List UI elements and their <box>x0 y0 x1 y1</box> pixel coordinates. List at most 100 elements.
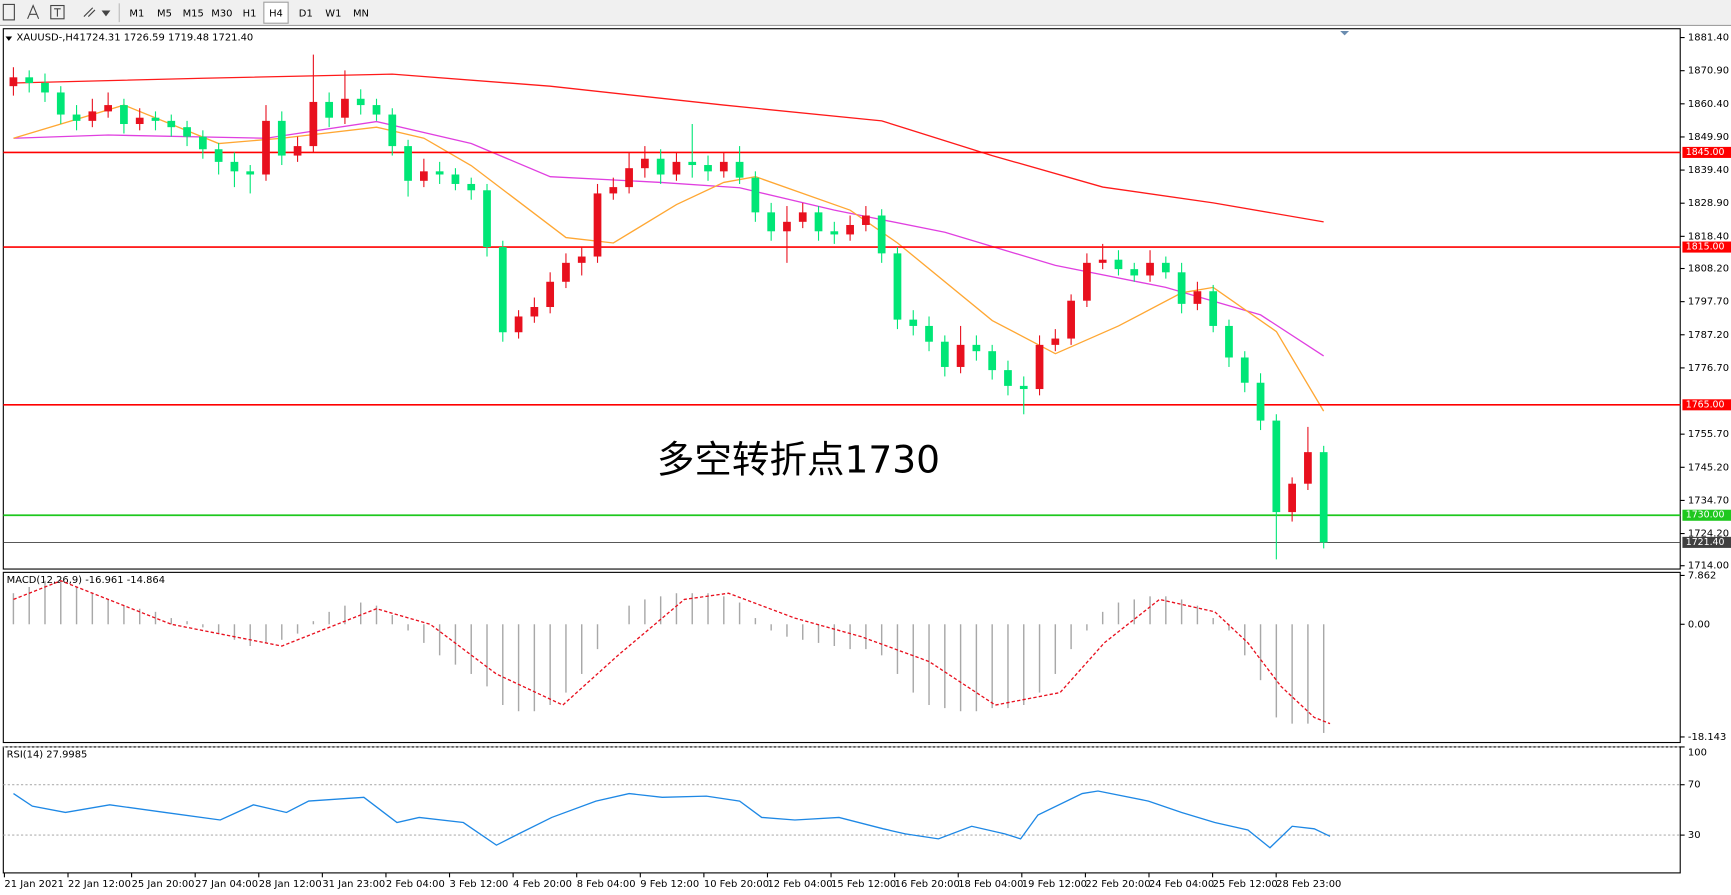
y-tick-label: 1797.70 <box>1688 297 1729 308</box>
candle-body <box>562 262 570 282</box>
main-panel-frame <box>2 28 1681 570</box>
candle-body <box>1083 262 1091 301</box>
candle-body <box>356 98 365 106</box>
candle-body <box>277 120 286 156</box>
price-level-label: 1730.00 <box>1686 510 1725 521</box>
y-tick-label: 1755.70 <box>1688 429 1729 440</box>
candle-body <box>9 77 18 87</box>
candle-body <box>498 247 507 333</box>
y-tick-label: 1870.90 <box>1688 66 1729 77</box>
timeframe-button[interactable]: M5 <box>157 8 172 19</box>
price-level-label: 1765.00 <box>1686 399 1725 410</box>
timeframe-button[interactable]: M1 <box>129 8 144 19</box>
candle-body <box>1019 385 1028 390</box>
candle-body <box>1161 262 1170 273</box>
candle-body <box>1130 269 1139 276</box>
y-tick-label: 1881.40 <box>1688 33 1729 44</box>
candle-body <box>530 307 539 317</box>
candle-body <box>120 105 128 125</box>
timeframe-button[interactable]: M30 <box>211 8 232 19</box>
x-tick-label: 25 Jan 20:00 <box>132 879 195 890</box>
candle-body <box>735 161 744 178</box>
price-level-label: 1845.00 <box>1686 147 1725 158</box>
candle-body <box>1146 262 1154 276</box>
x-tick-label: 22 Jan 12:00 <box>68 879 131 890</box>
candle-body <box>956 344 965 367</box>
candle-body <box>893 253 902 320</box>
text-tool[interactable] <box>27 4 40 19</box>
x-tick-label: 15 Feb 12:00 <box>831 879 896 890</box>
timeframe-button[interactable]: W1 <box>325 8 341 19</box>
x-tick-label: 27 Jan 04:00 <box>195 879 258 890</box>
candle-body <box>798 212 807 222</box>
timeframe-button[interactable]: D1 <box>299 8 313 19</box>
candle-body <box>972 344 981 352</box>
candle-body <box>135 117 144 125</box>
y-tick-label: 30 <box>1688 830 1701 841</box>
y-tick-label: 7.862 <box>1688 570 1716 581</box>
symbol-title: XAUUSD-,H4 <box>17 33 80 44</box>
macd-signal <box>13 580 1331 725</box>
candle-body <box>783 221 791 232</box>
y-tick-label: -18.143 <box>1688 732 1726 743</box>
candle-body <box>183 127 191 137</box>
timeframe-button[interactable]: H1 <box>243 8 257 19</box>
y-tick-label: 1818.40 <box>1688 231 1729 242</box>
timeframe-button[interactable]: MN <box>353 8 369 19</box>
candle-body <box>925 325 933 342</box>
crosshair-tool[interactable] <box>2 3 15 21</box>
y-tick-label: 1828.90 <box>1688 198 1729 209</box>
label-tool[interactable] <box>50 4 65 20</box>
candle-body <box>372 105 381 115</box>
x-tick-label: 12 Feb 04:00 <box>767 879 832 890</box>
rsi-panel-frame <box>2 746 1681 874</box>
candle-body <box>641 158 649 169</box>
y-tick-label: 1734.70 <box>1688 495 1729 506</box>
candle-body <box>704 165 712 172</box>
candle-body <box>341 98 349 118</box>
candle-body <box>1240 357 1249 383</box>
active-timeframe <box>263 1 289 24</box>
x-tick-label: 24 Feb 04:00 <box>1149 879 1214 890</box>
candle-body <box>688 161 697 166</box>
candle-body <box>1035 344 1044 390</box>
candle-body <box>388 114 397 147</box>
candle-body <box>625 168 633 188</box>
y-tick-label: 1714.00 <box>1688 561 1729 572</box>
candle-body <box>814 212 823 232</box>
candle-body <box>325 101 334 118</box>
candle-body <box>1051 338 1060 345</box>
candle-body <box>483 190 491 248</box>
x-tick-label: 19 Feb 12:00 <box>1022 879 1087 890</box>
candle-body <box>1304 452 1312 484</box>
candle-body <box>1098 259 1107 263</box>
candle-body <box>1193 291 1202 304</box>
candle-body <box>546 281 555 308</box>
candle-body <box>846 224 854 235</box>
header-arrow <box>5 36 13 41</box>
macd-panel-frame <box>2 571 1681 744</box>
y-tick-label: 1839.40 <box>1688 165 1729 176</box>
candle-body <box>862 215 870 225</box>
shift-marker <box>1340 30 1350 36</box>
candle-body <box>609 187 618 194</box>
x-tick-label: 10 Feb 20:00 <box>704 879 769 890</box>
y-tick-label: 1787.20 <box>1688 330 1729 341</box>
drawing-tools[interactable] <box>2 3 120 23</box>
candle-body <box>1004 370 1012 386</box>
timeframe-button[interactable]: H4 <box>269 8 283 19</box>
candle-body <box>751 177 760 213</box>
x-tick-label: 2 Feb 04:00 <box>386 879 445 890</box>
candle-body <box>1177 272 1186 304</box>
candle-body <box>988 351 997 371</box>
price-level-label: 1815.00 <box>1686 242 1725 253</box>
timeframe-button[interactable]: M15 <box>183 8 204 19</box>
dropdown[interactable] <box>101 10 111 17</box>
candle-body <box>151 117 160 121</box>
y-tick-label: 1776.70 <box>1688 363 1729 374</box>
y-tick-label: 1745.20 <box>1688 462 1729 473</box>
candle-body <box>1067 300 1075 339</box>
shapes-tool[interactable] <box>83 7 96 17</box>
